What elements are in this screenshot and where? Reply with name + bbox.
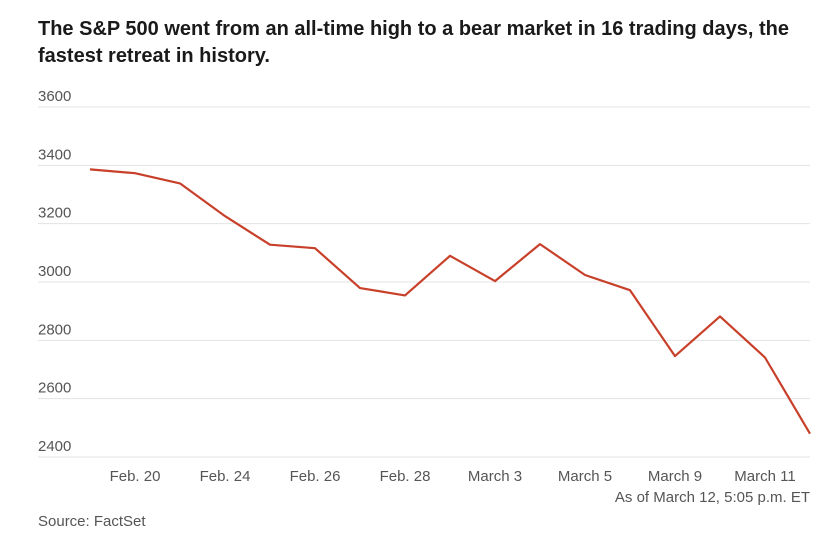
y-tick-label: 3400 xyxy=(38,146,71,163)
y-tick-label: 2800 xyxy=(38,321,71,338)
y-tick-label: 3200 xyxy=(38,205,71,222)
source-note: Source: FactSet xyxy=(38,513,146,530)
grid-lines xyxy=(38,106,810,458)
x-tick-label: Feb. 20 xyxy=(110,468,161,485)
y-tick-label: 2600 xyxy=(38,380,71,397)
x-tick-label: Feb. 28 xyxy=(380,468,431,485)
timestamp-note: As of March 12, 5:05 p.m. ET xyxy=(614,489,810,506)
series-line xyxy=(89,168,811,435)
y-tick-label: 3000 xyxy=(38,263,71,280)
series-lines xyxy=(89,168,811,435)
x-tick-label: March 3 xyxy=(468,468,522,485)
x-tick-label: March 11 xyxy=(734,468,795,485)
y-tick-label: 2400 xyxy=(38,438,71,455)
y-axis-labels: 2400 2600 2800 3000 3200 3400 3600 xyxy=(38,88,71,455)
x-axis-labels: Feb. 20 Feb. 24 Feb. 26 Feb. 28 March 3 March… xyxy=(110,468,796,485)
x-tick-label: March 5 xyxy=(558,468,612,485)
chart-title: The S&P 500 went from an all-time high t… xyxy=(38,18,789,67)
x-tick-label: March 9 xyxy=(648,468,702,485)
x-tick-label: Feb. 26 xyxy=(290,468,341,485)
y-tick-label: 3600 xyxy=(38,88,71,105)
x-tick-label: Feb. 24 xyxy=(200,468,251,485)
